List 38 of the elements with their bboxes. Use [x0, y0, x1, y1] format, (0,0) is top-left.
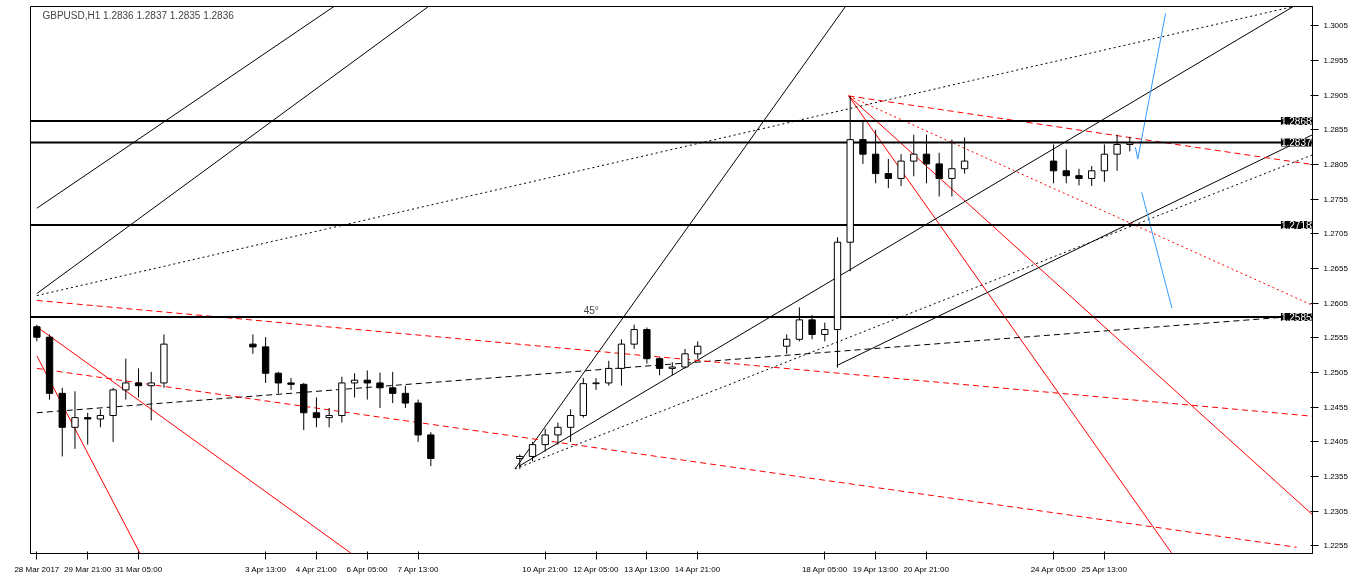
y-tick-label: 1.2855 — [1323, 125, 1349, 135]
x-tick-label: 7 Apr 13:00 — [397, 564, 439, 574]
y-tick-label: 1.2355 — [1323, 472, 1349, 482]
x-tick-label: 4 Apr 21:00 — [295, 564, 338, 574]
x-tick-label: 13 Apr 13:00 — [623, 564, 670, 574]
y-tick-label: 1.2955 — [1323, 56, 1349, 66]
y-tick-label: 1.2555 — [1323, 333, 1349, 343]
y-tick-label: 1.2455 — [1323, 402, 1349, 412]
y-tick-label: 1.2755 — [1323, 194, 1349, 204]
y-tick-label: 1.3005 — [1323, 21, 1349, 31]
ref-line-label: 1.2718 — [1280, 219, 1312, 231]
chart-title: GBPUSD,H1 1.2836 1.2837 1.2835 1.2836 — [42, 9, 235, 21]
x-tick-label: 12 Apr 05:00 — [573, 564, 620, 574]
x-tick-label: 10 Apr 21:00 — [522, 564, 569, 574]
y-tick-label: 1.2605 — [1323, 298, 1349, 308]
y-tick-label: 1.2905 — [1323, 90, 1349, 100]
y-tick-label: 1.2805 — [1323, 160, 1349, 170]
x-tick-label: 28 Mar 2017 — [14, 564, 60, 574]
x-tick-label: 29 Mar 21:00 — [64, 564, 112, 574]
x-tick-label: 3 Apr 13:00 — [244, 564, 287, 574]
x-tick-label: 20 Apr 21:00 — [903, 564, 950, 574]
y-tick-label: 1.2655 — [1323, 264, 1349, 274]
ref-line-label: 1.2585 — [1280, 312, 1312, 324]
x-tick-label: 6 Apr 05:00 — [346, 564, 389, 574]
x-tick-label: 18 Apr 05:00 — [801, 564, 848, 574]
y-tick-label: 1.2505 — [1323, 368, 1349, 378]
annotation: 45° — [583, 304, 599, 316]
x-tick-label: 14 Apr 21:00 — [674, 564, 721, 574]
y-tick-label: 1.2705 — [1323, 229, 1349, 239]
x-tick-label: 19 Apr 13:00 — [852, 564, 899, 574]
ref-line-label: 1.2868 — [1280, 115, 1312, 127]
y-tick-label: 1.2255 — [1323, 541, 1349, 551]
ref-line-label: 1.2837 — [1280, 137, 1312, 149]
y-tick-label: 1.2405 — [1323, 437, 1349, 447]
y-tick-label: 1.2305 — [1323, 506, 1349, 516]
x-tick-label: 24 Apr 05:00 — [1030, 564, 1077, 574]
x-tick-label: 25 Apr 13:00 — [1081, 564, 1128, 574]
x-tick-label: 31 Mar 05:00 — [114, 564, 163, 574]
